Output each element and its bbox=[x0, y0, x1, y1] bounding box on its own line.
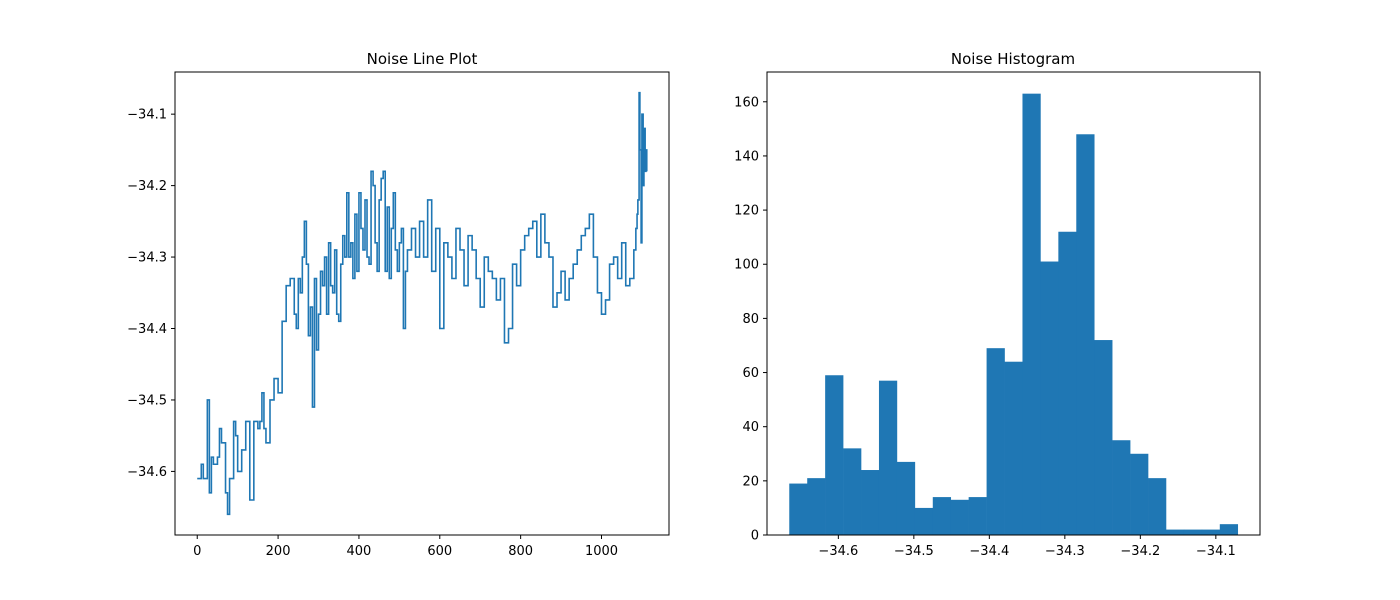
histogram-bar bbox=[789, 483, 808, 535]
y-tick-label: −34.2 bbox=[127, 179, 167, 194]
x-tick-label: 400 bbox=[347, 544, 372, 559]
histogram-frame bbox=[766, 71, 1261, 536]
x-tick-label: −34.6 bbox=[818, 544, 858, 559]
x-tick-label: 1000 bbox=[585, 544, 618, 559]
histogram-bar bbox=[1094, 340, 1113, 535]
y-tick-label: 100 bbox=[734, 258, 759, 273]
y-tick-label: −34.3 bbox=[127, 251, 167, 266]
histogram-bar bbox=[896, 461, 916, 535]
x-tick-label: −34.1 bbox=[1196, 544, 1236, 559]
y-tick-label: 40 bbox=[742, 420, 759, 435]
x-tick-label: −34.2 bbox=[1120, 544, 1160, 559]
noise-series-line bbox=[197, 91, 648, 516]
x-tick-label: −34.4 bbox=[969, 544, 1009, 559]
histogram-bar bbox=[1201, 529, 1221, 535]
histogram-bar bbox=[1076, 134, 1095, 535]
y-tick-label: 0 bbox=[751, 529, 759, 544]
histogram-bar bbox=[914, 507, 934, 535]
histogram-title: Noise Histogram bbox=[951, 50, 1075, 68]
histogram-bar bbox=[878, 380, 898, 535]
histogram-bar bbox=[1148, 478, 1167, 535]
histogram-bar bbox=[1112, 440, 1131, 535]
y-tick-label: 160 bbox=[734, 95, 759, 110]
y-tick-label: 140 bbox=[734, 149, 759, 164]
histogram-bar bbox=[1130, 453, 1149, 535]
y-tick-label: 80 bbox=[742, 312, 759, 327]
x-tick-label: −34.5 bbox=[894, 544, 934, 559]
line-plot-title: Noise Line Plot bbox=[367, 50, 478, 68]
histogram-bar bbox=[1219, 524, 1239, 535]
histogram-bar bbox=[1040, 261, 1059, 535]
histogram-bar bbox=[861, 470, 880, 535]
y-tick-label: 20 bbox=[742, 474, 759, 489]
histogram-bar bbox=[950, 499, 969, 535]
x-tick-label: −34.3 bbox=[1045, 544, 1085, 559]
line-plot-frame bbox=[174, 71, 670, 536]
histogram-bar bbox=[986, 348, 1005, 535]
y-tick-label: 120 bbox=[734, 204, 759, 219]
histogram-bar bbox=[1183, 529, 1203, 535]
histogram-bar bbox=[1022, 93, 1041, 535]
x-tick-label: 0 bbox=[193, 544, 201, 559]
y-tick-label: 60 bbox=[742, 366, 759, 381]
y-tick-label: −34.5 bbox=[127, 393, 167, 408]
y-tick-label: −34.4 bbox=[127, 322, 167, 337]
y-tick-label: −34.1 bbox=[127, 108, 167, 123]
histogram-bar bbox=[843, 448, 862, 535]
histogram-bar bbox=[825, 375, 844, 535]
histogram-bar bbox=[968, 497, 987, 535]
histogram-bar bbox=[1165, 529, 1185, 535]
x-tick-label: 200 bbox=[266, 544, 291, 559]
x-tick-label: 600 bbox=[427, 544, 452, 559]
x-tick-label: 800 bbox=[508, 544, 533, 559]
y-tick-label: −34.6 bbox=[127, 465, 167, 480]
histogram-bar bbox=[807, 478, 826, 535]
histogram-bar bbox=[1004, 361, 1023, 535]
line-plot-axes: Noise Line Plot 0 200 400 600 800 1000 −34.6 −3… bbox=[127, 50, 670, 559]
histogram-axes: Noise Histogram −34.6 −34.5 −34.4 −34.3 −34.… bbox=[734, 50, 1261, 559]
histogram-bar bbox=[1058, 231, 1077, 535]
histogram-bar bbox=[932, 497, 952, 535]
